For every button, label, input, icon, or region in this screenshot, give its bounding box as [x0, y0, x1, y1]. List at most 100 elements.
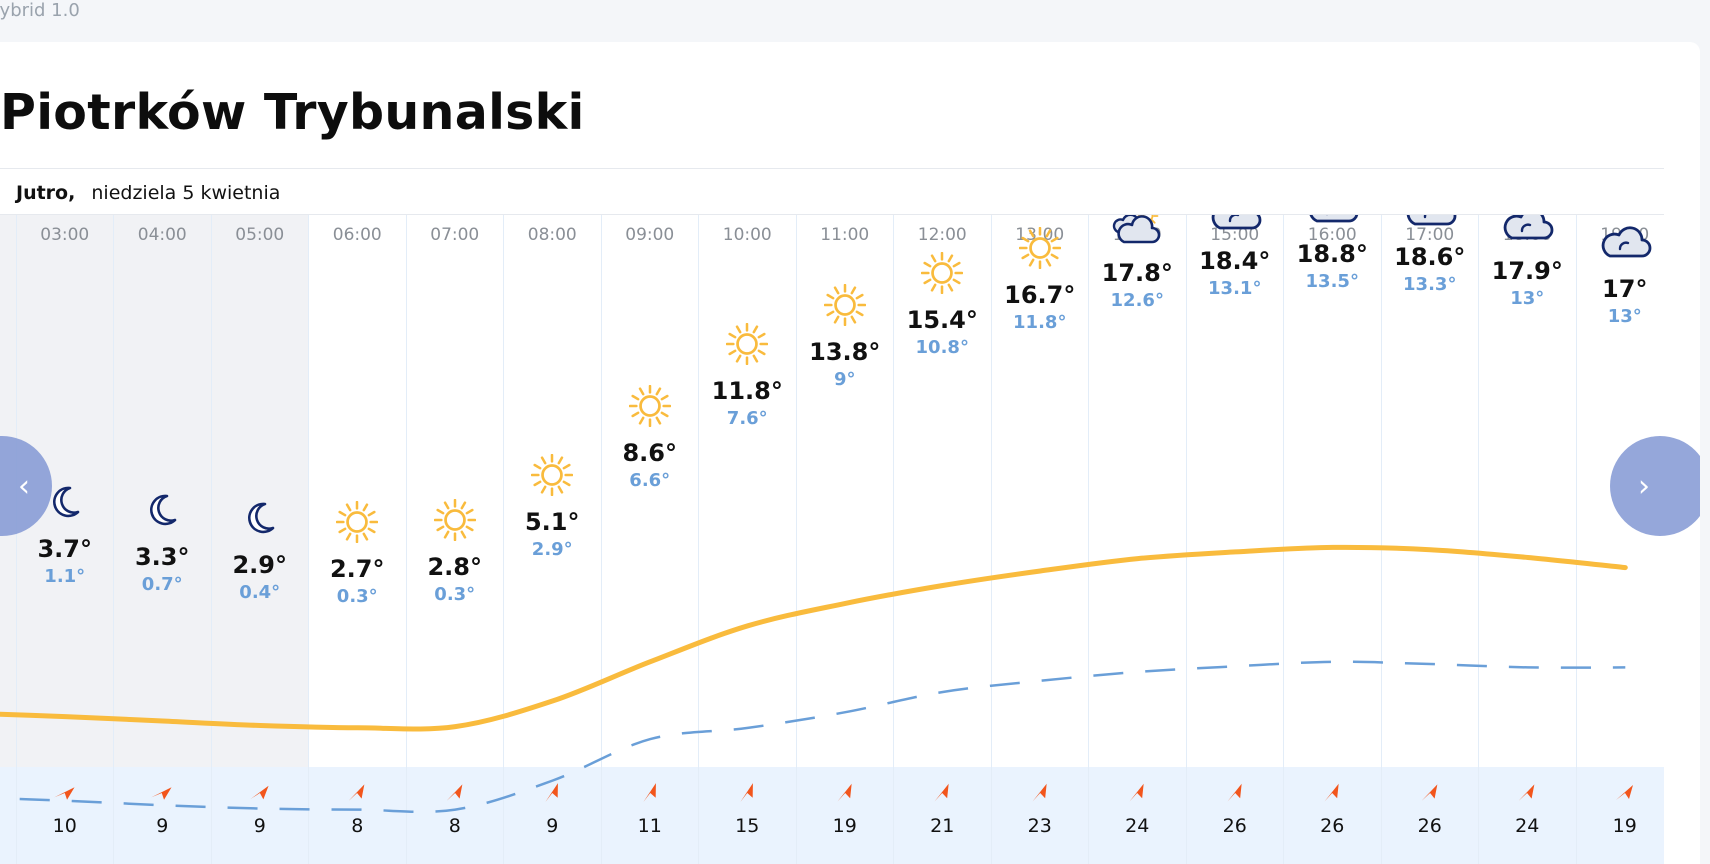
feels-like-value: 1.1° — [44, 566, 86, 588]
temperature-value: 17° — [1602, 274, 1648, 303]
wind-speed-value: 9 — [156, 815, 169, 837]
divider — [0, 214, 1664, 215]
hour-column: 17:00 18.6° 13.3° 26 46 — [1381, 215, 1479, 864]
temperature-value: 18.4° — [1199, 247, 1271, 276]
feels-like-value: 0.4° — [239, 582, 281, 604]
wind-direction-icon — [1577, 781, 1665, 807]
hour-label: 03:00 — [40, 225, 90, 245]
sun-icon — [504, 452, 601, 498]
wind-speed-value: 11 — [637, 815, 662, 837]
hour-label: 12:00 — [917, 225, 967, 245]
hour-label: 07:00 — [430, 225, 480, 245]
temperature-value: 11.8° — [711, 376, 783, 405]
feels-like-value: 12.6° — [1110, 290, 1164, 312]
cloud-icon — [1284, 215, 1381, 230]
wind-direction-icon — [602, 781, 699, 807]
hour-label: 06:00 — [332, 225, 382, 245]
hour-column: 07:00 2.8° 0.3° 8 13 — [406, 215, 504, 864]
hour-column: 08:00 5.1° 2.9° 9 16 — [504, 215, 602, 864]
sun-icon — [797, 282, 894, 328]
scroll-next-button[interactable]: › — [1610, 436, 1700, 536]
chevron-left-icon: ‹ — [18, 468, 30, 504]
feels-like-value: 10.8° — [915, 337, 969, 359]
wind-direction-icon — [212, 781, 309, 807]
hour-column: 18:00 17.9° 13° 24 36 — [1479, 215, 1577, 864]
hour-column: 13:00 16.7° 11.8° 23 40 — [991, 215, 1089, 864]
wind-speed-value: 26 — [1222, 815, 1247, 837]
hour-column: 02:00 4° — [0, 215, 17, 864]
sun-icon — [894, 250, 991, 296]
city-title: Piotrków Trybunalski — [0, 84, 585, 141]
hour-column: 04:00 3.3° 0.7° 9 14 — [114, 215, 212, 864]
hour-label: 04:00 — [137, 225, 187, 245]
sun-icon — [407, 497, 504, 543]
wind-speed-value: 26 — [1320, 815, 1345, 837]
wind-speed-value: 8 — [351, 815, 364, 837]
feels-like-value: 0.3° — [336, 586, 378, 608]
hour-column: 09:00 8.6° 6.6° 11 21 — [601, 215, 699, 864]
temperature-value: 18.8° — [1296, 239, 1368, 268]
hour-label: 05:00 — [235, 225, 285, 245]
cloud-icon — [1577, 219, 1665, 265]
moon-icon — [212, 495, 309, 541]
wind-direction-icon — [504, 781, 601, 807]
temperature-value: 15.4° — [906, 306, 978, 335]
wind-speed-value: 26 — [1417, 815, 1442, 837]
page-edge — [1700, 0, 1710, 864]
forecast-card: Piotrków Trybunalski Jutro, niedziela 5 … — [0, 42, 1700, 864]
wind-speed-value: 24 — [1515, 815, 1540, 837]
hourly-timeline[interactable]: 02:00 4° 03:00 3.7° 1.1° 10 1 — [0, 215, 1664, 864]
feels-like-value: 13° — [1607, 305, 1642, 327]
hour-column: 15:00 18.4° 13.1° 26 44 — [1186, 215, 1284, 864]
partly-cloudy-icon — [1089, 215, 1186, 249]
feels-like-value: 2.9° — [531, 539, 573, 561]
feels-like-value: 13.3° — [1403, 274, 1457, 296]
wind-direction-icon — [992, 781, 1089, 807]
wind-direction-icon — [1089, 781, 1186, 807]
wind-direction-icon — [407, 781, 504, 807]
hour-label: 15:00 — [1210, 225, 1260, 245]
wind-speed-value: 19 — [1612, 815, 1637, 837]
temperature-value: 5.1° — [524, 508, 580, 537]
temperature-value: 16.7° — [1004, 280, 1076, 309]
hour-column: 16:00 18.8° 13.5° 26 45 — [1284, 215, 1382, 864]
hour-label: 08:00 — [527, 225, 577, 245]
temperature-value: 8.6° — [622, 439, 677, 468]
sun-icon — [602, 383, 699, 429]
hour-column: 10:00 11.8° 7.6° 15 27 — [699, 215, 797, 864]
wind-direction-icon — [894, 781, 991, 807]
date-day-label: Jutro, — [16, 182, 76, 204]
feels-like-value: 0.7° — [141, 574, 183, 596]
temperature-value: 13.8° — [809, 337, 881, 366]
moon-icon — [17, 479, 114, 525]
wind-speed-value: 9 — [253, 815, 266, 837]
feels-like-value: 13.1° — [1208, 278, 1262, 300]
feels-like-value: 13.5° — [1305, 270, 1359, 292]
feels-like-value: 7.6° — [726, 407, 768, 429]
temperature-value: 18.6° — [1394, 243, 1466, 272]
hour-label: 10:00 — [722, 225, 772, 245]
date-text: niedziela 5 kwietnia — [91, 182, 281, 204]
wind-direction-icon — [114, 781, 211, 807]
wind-speed-value: 8 — [448, 815, 461, 837]
feels-like-value: 13° — [1510, 288, 1545, 310]
hour-column: 14:00 17.8° 12.6° 24 42 — [1089, 215, 1187, 864]
wind-direction-icon — [17, 781, 114, 807]
feels-like-value: 9° — [833, 368, 856, 390]
temperature-value: 3.3° — [134, 543, 190, 572]
temperature-value: 3.7° — [37, 535, 92, 564]
app-version-label: Hybrid 1.0 — [0, 0, 80, 21]
hour-label: 16:00 — [1307, 225, 1357, 245]
temperature-value: 2.9° — [232, 551, 287, 580]
wind-direction-icon — [699, 781, 796, 807]
hour-column: 11:00 13.8° 9° 19 35 — [796, 215, 894, 864]
wind-speed-value: 15 — [735, 815, 760, 837]
sun-icon — [992, 225, 1089, 271]
cloud-icon — [1479, 215, 1576, 247]
wind-direction-icon — [1187, 781, 1284, 807]
wind-direction-icon — [1284, 781, 1381, 807]
hour-column: 05:00 2.9° 0.4° 9 14 — [211, 215, 309, 864]
wind-direction-icon — [309, 781, 406, 807]
hour-column: 06:00 2.7° 0.3° 8 13 — [309, 215, 407, 864]
feels-like-value: 6.6° — [629, 470, 671, 492]
